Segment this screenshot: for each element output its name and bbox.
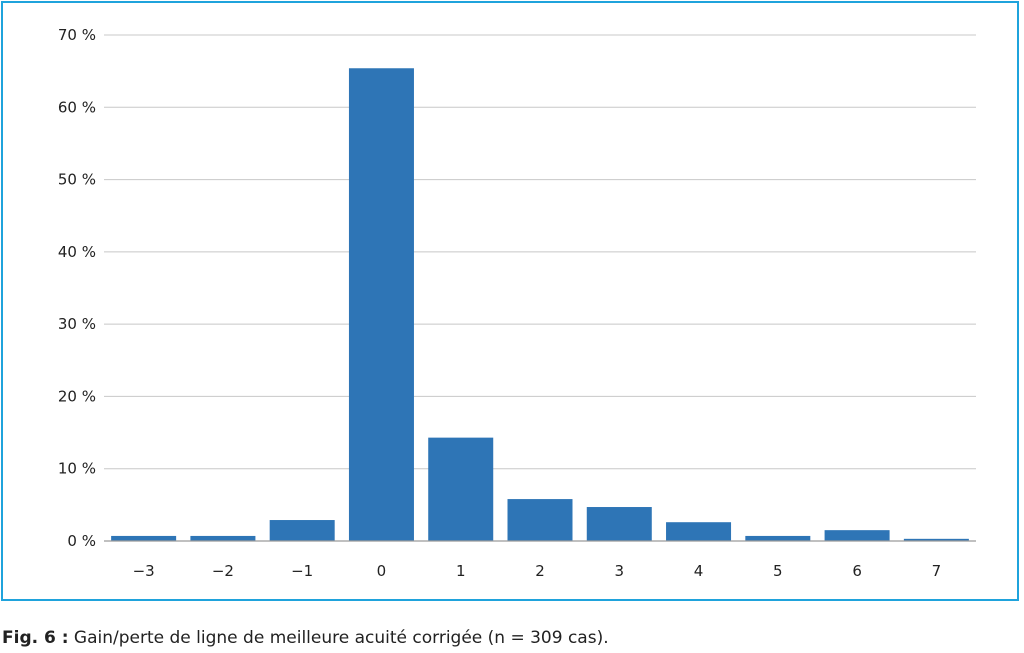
x-tick-label: 6 xyxy=(852,562,862,580)
y-tick-label: 40 % xyxy=(58,243,96,261)
bar xyxy=(666,522,732,541)
x-tick-label: 4 xyxy=(694,562,704,580)
x-tick-label: −1 xyxy=(291,562,313,580)
x-tick-label: −2 xyxy=(212,562,234,580)
x-tick-label: 2 xyxy=(535,562,545,580)
bars xyxy=(111,68,969,541)
bar xyxy=(111,535,177,541)
bar xyxy=(428,437,494,541)
bar xyxy=(824,530,890,541)
y-axis-ticks: 0 % 10 % 20 % 30 % 40 % 50 % 60 % 70 % xyxy=(58,26,96,550)
x-tick-label: 1 xyxy=(456,562,466,580)
y-tick-label: 10 % xyxy=(58,460,96,478)
y-tick-label: 70 % xyxy=(58,26,96,44)
gridlines xyxy=(104,34,976,470)
y-tick-label: 60 % xyxy=(58,98,96,116)
y-tick-label: 50 % xyxy=(58,171,96,189)
bar xyxy=(507,499,573,541)
x-tick-label: 0 xyxy=(377,562,387,580)
figure-caption-label: Fig. 6 : xyxy=(2,628,69,648)
bar xyxy=(190,535,256,541)
x-tick-label: 5 xyxy=(773,562,783,580)
bar xyxy=(745,535,811,541)
figure-caption-text: Gain/perte de ligne de meilleure acuité … xyxy=(68,628,609,648)
bar xyxy=(348,68,414,541)
x-tick-label: 3 xyxy=(614,562,624,580)
y-tick-label: 20 % xyxy=(58,387,96,405)
bar xyxy=(586,507,652,541)
bar-chart: 0 % 10 % 20 % 30 % 40 % 50 % 60 % 70 % −3 −2 −1 0 1… xyxy=(58,26,976,580)
bar xyxy=(269,520,335,541)
bar xyxy=(903,538,969,541)
figure-caption: Fig. 6 : Gain/perte de ligne de meilleur… xyxy=(2,628,609,648)
y-tick-label: 30 % xyxy=(58,315,96,333)
y-tick-label: 0 % xyxy=(67,532,96,550)
x-tick-label: −3 xyxy=(133,562,155,580)
x-axis-ticks: −3 −2 −1 0 1 2 3 4 5 6 7 xyxy=(133,562,942,580)
x-tick-label: 7 xyxy=(932,562,942,580)
